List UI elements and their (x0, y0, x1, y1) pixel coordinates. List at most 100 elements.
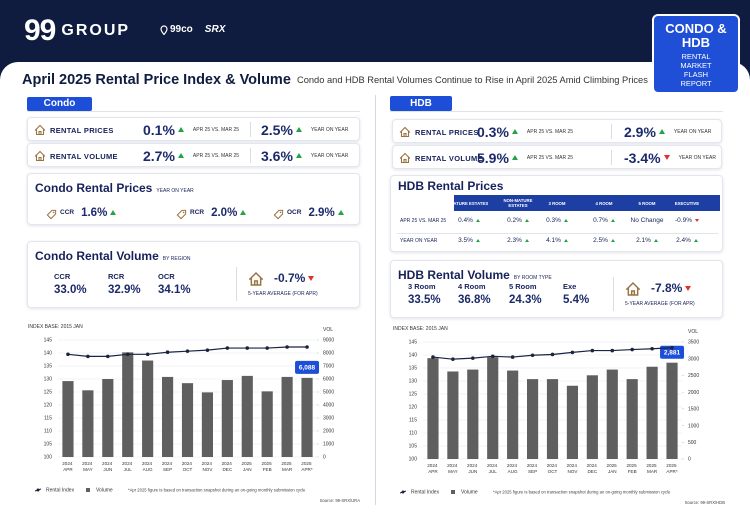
section-rule (27, 111, 360, 112)
bar (566, 385, 579, 459)
item-label: CCR (60, 209, 75, 216)
bar (427, 358, 439, 459)
badge: CONDO & HDB RENTAL MARKET FLASH REPORT (652, 14, 740, 94)
divider (236, 267, 237, 301)
avg-label: 5-YEAR AVERAGE (FOR APR) (248, 291, 318, 297)
x-tick-label: 2024 JUN (102, 461, 114, 472)
trend-arrow (295, 153, 302, 158)
cell-value: 4.1% (546, 237, 561, 244)
trend-arrow (308, 275, 315, 281)
line-point (86, 354, 90, 359)
avg-label: 5-YEAR AVERAGE (FOR APR) (625, 301, 695, 307)
card: RENTAL PRICES 0.3% APR 25 VS. MAR 25 2.9% YE… (392, 119, 722, 143)
trend-arrow (610, 219, 615, 222)
icon (34, 123, 46, 141)
line-point (550, 352, 555, 357)
y2-tick-label: 500 (688, 440, 697, 446)
trend-arrow (475, 239, 480, 242)
icon (34, 149, 46, 167)
icon (399, 151, 411, 169)
brand: SRX (204, 24, 226, 35)
price-item: CCR 1.6% (60, 205, 117, 220)
data-label: 2,881 (664, 349, 681, 356)
line-point (630, 347, 634, 352)
card: HDB Rental Prices MATURE ESTATES NON-MATUR… (390, 175, 723, 252)
y-tick-label: 125 (44, 390, 53, 396)
item-value: 2.0% (211, 206, 238, 219)
cell-value: 0.3% (546, 217, 561, 224)
trend-arrow (511, 129, 518, 134)
card: HDB Rental Volume BY ROOM TYPE 3 Room 33.5%… (390, 260, 723, 318)
item-value: 33.5% (408, 294, 441, 306)
kpi-value: 0.3% (477, 123, 509, 140)
y-tick-label: 120 (44, 403, 53, 409)
kpi-value: 0.1% (143, 121, 175, 138)
price-item: RCR 2.0% (190, 205, 247, 220)
divider (611, 150, 612, 165)
cell-value: 3.5% (458, 237, 473, 244)
line-point (670, 345, 674, 350)
y-tick-label: 130 (44, 377, 53, 383)
line-point (451, 357, 455, 361)
card-title: Condo Rental Prices (35, 181, 153, 195)
bar (142, 360, 154, 457)
y2-tick-label: 7000 (323, 364, 334, 370)
y2-tick-label: 3000 (688, 356, 699, 362)
item-label: OCR (287, 209, 302, 216)
line-point (471, 356, 475, 360)
trend-arrow (653, 239, 658, 242)
x-tick-label: 2024 DEC (222, 461, 234, 472)
card-subtitle: BY ROOM TYPE (513, 275, 552, 281)
x-tick-label: 2024 JUL (122, 461, 134, 472)
data-label: 6,088 (299, 365, 316, 372)
badge-subtitle: RENTAL MARKET FLASH REPORT (680, 52, 712, 88)
icon (248, 271, 264, 292)
kpi-value: 2.9% (624, 123, 656, 140)
line-point (305, 345, 309, 349)
y-axis-label: INDEX BASE: 2015 JAN (393, 326, 448, 332)
y2-tick-label: 0 (688, 457, 691, 463)
trend-arrow (694, 219, 699, 222)
section-rule (390, 111, 723, 112)
legend-label: Volume (461, 490, 478, 496)
card-title: Condo Rental Volume (35, 249, 159, 263)
icon (176, 207, 187, 225)
cell-value: 0.7% (593, 217, 608, 224)
table-cell: 0.4% (447, 216, 491, 225)
logo-mark: 99 (24, 14, 56, 47)
bar (606, 369, 618, 459)
y2-tick-label: 1000 (323, 442, 334, 448)
section-label: HDB (390, 96, 452, 111)
trend-arrow (177, 127, 184, 132)
kpi-group: 0.3% APR 25 VS. MAR 25 (477, 122, 573, 141)
y2-tick-label: 3500 (688, 340, 699, 346)
bar (626, 379, 638, 459)
card: Condo Rental Prices YEAR ON YEAR CCR 1.6% RC… (27, 173, 360, 225)
y-tick-label: 105 (409, 444, 418, 450)
icon (273, 207, 284, 225)
column-header: MATURE ESTATES (449, 200, 489, 206)
line-point (145, 352, 150, 357)
column-header: EXECUTIVE (674, 200, 700, 206)
kpi-group: 2.9% YEAR ON YEAR (624, 122, 711, 141)
y2-tick-label: 2000 (323, 429, 334, 435)
bar (546, 379, 559, 459)
bar (646, 366, 658, 459)
bar (487, 357, 499, 459)
y-tick-label: 120 (409, 405, 418, 411)
y-tick-label: 135 (44, 364, 53, 370)
kpi-group: 3.6% YEAR ON YEAR (261, 146, 348, 165)
kpi-group: 5.9% APR 25 VS. MAR 25 (477, 148, 573, 167)
line-point (165, 350, 170, 355)
trend-arrow (685, 285, 692, 291)
table-cell: 2.5% (582, 236, 626, 245)
bar (102, 379, 114, 457)
kpi-value: 2.7% (143, 147, 175, 164)
card-heading: Condo Rental Prices YEAR ON YEAR (35, 181, 194, 195)
brand: 99co (170, 24, 193, 35)
table-cell: 4.1% (535, 236, 579, 245)
line-point (66, 352, 70, 357)
line-point (265, 346, 269, 350)
bar (467, 369, 479, 459)
